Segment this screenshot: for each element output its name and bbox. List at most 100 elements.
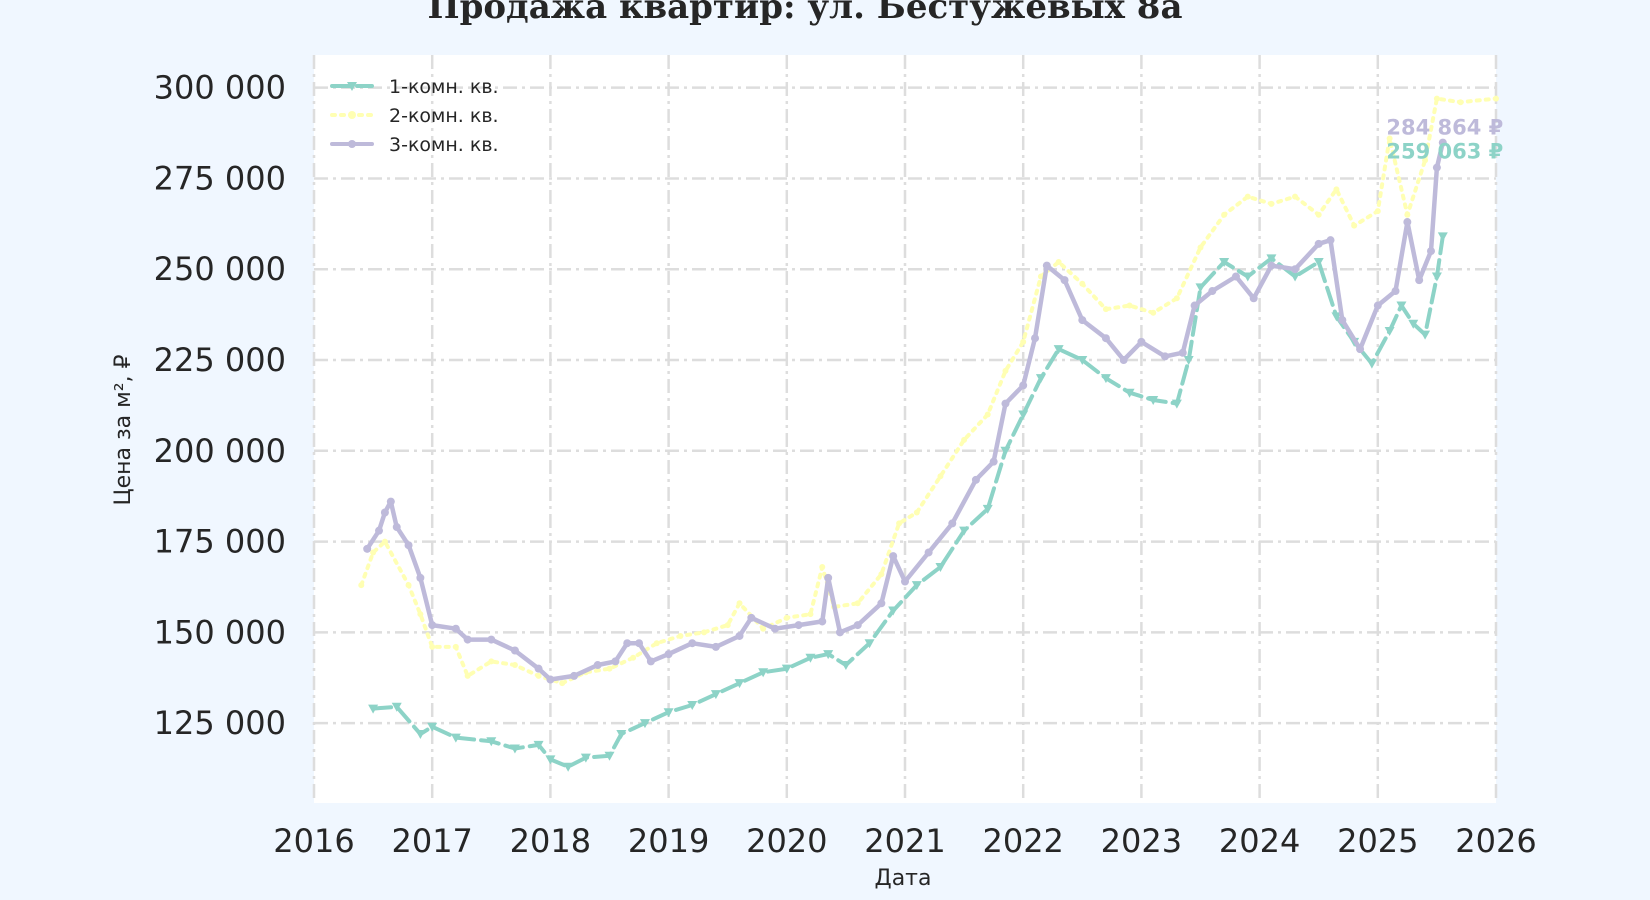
legend: 1-комн. кв. 2-комн. кв. 3-комн. кв.: [330, 76, 499, 156]
x-tick-label: 2020: [746, 822, 827, 860]
data-point: [736, 600, 743, 607]
data-point: [1326, 236, 1335, 245]
y-tick-label: 175 000: [154, 523, 286, 561]
data-point: [1290, 272, 1301, 282]
data-point: [1315, 211, 1322, 218]
data-point: [1415, 276, 1424, 285]
data-point: [1351, 222, 1358, 229]
data-point: [511, 662, 518, 669]
x-tick-label: 2017: [391, 822, 472, 860]
data-point: [380, 508, 389, 517]
data-point: [1173, 295, 1180, 302]
data-point: [1291, 265, 1300, 274]
data-point: [630, 654, 637, 661]
data-point: [758, 668, 769, 678]
legend-label: 3-комн. кв.: [389, 134, 499, 156]
data-point: [611, 657, 620, 666]
legend-label: 1-комн. кв.: [389, 76, 499, 98]
data-point: [392, 523, 401, 532]
data-point: [363, 544, 372, 553]
data-point: [533, 740, 544, 750]
data-point: [1313, 257, 1324, 267]
x-tick-label: 2016: [273, 822, 354, 860]
data-point: [1314, 239, 1323, 248]
data-point: [1331, 312, 1342, 322]
data-point: [1384, 326, 1395, 336]
data-point: [1035, 374, 1046, 384]
data-point: [623, 639, 632, 648]
x-tick-label: 2021: [864, 822, 945, 860]
data-point: [559, 680, 566, 687]
data-point: [711, 642, 720, 651]
data-point: [427, 722, 438, 732]
data-point: [464, 672, 471, 679]
data-point: [416, 573, 425, 582]
data-point: [1432, 163, 1441, 172]
data-point: [677, 632, 684, 639]
data-point: [580, 753, 591, 763]
data-point: [1242, 272, 1253, 282]
data-point: [1183, 356, 1194, 366]
data-point: [781, 664, 792, 674]
data-point: [937, 473, 944, 480]
data-point: [1078, 316, 1087, 325]
y-axis-label: Цена за м², ₽: [111, 354, 136, 505]
data-point: [818, 617, 827, 626]
data-point: [1386, 135, 1393, 142]
data-point: [510, 646, 519, 655]
x-axis-label: Дата: [875, 866, 932, 891]
data-point: [1031, 334, 1040, 343]
data-point: [1178, 348, 1187, 357]
data-point: [770, 624, 779, 633]
data-point: [924, 548, 933, 557]
x-tick-label: 2018: [510, 822, 591, 860]
legend-marker: [347, 82, 357, 91]
data-point: [1493, 95, 1499, 102]
data-point: [824, 573, 833, 582]
data-point: [1060, 276, 1069, 285]
data-point: [1171, 399, 1182, 409]
series-line: [364, 140, 1446, 682]
data-point: [1374, 208, 1381, 215]
data-point: [1267, 261, 1276, 270]
data-point: [417, 611, 424, 618]
data-point: [889, 552, 898, 561]
data-point: [404, 541, 413, 550]
data-point: [1137, 337, 1146, 346]
data-point: [1161, 352, 1170, 361]
data-point: [734, 679, 745, 689]
data-point: [451, 624, 460, 633]
legend-marker: [348, 111, 356, 119]
data-point: [381, 538, 388, 545]
data-point: [935, 562, 946, 572]
data-point: [535, 672, 542, 679]
data-point: [646, 657, 655, 666]
data-point: [1020, 338, 1027, 345]
data-point: [358, 582, 365, 589]
data-point: [405, 582, 412, 589]
data-point: [1019, 381, 1028, 390]
data-point: [794, 621, 803, 630]
data-point: [486, 737, 497, 747]
data-point: [1208, 287, 1217, 296]
data-point: [653, 640, 660, 647]
data-point: [663, 708, 674, 718]
data-point: [1190, 301, 1199, 310]
data-point: [368, 704, 379, 714]
data-point: [688, 639, 697, 648]
data-point: [450, 733, 461, 743]
y-tick-label: 250 000: [154, 250, 286, 288]
data-point: [1150, 309, 1157, 316]
data-point: [1433, 95, 1440, 102]
data-point: [1002, 367, 1009, 374]
legend-label: 2-комн. кв.: [389, 105, 499, 127]
data-point: [896, 520, 903, 527]
data-point: [959, 526, 970, 536]
data-point: [913, 509, 920, 516]
data-point: [982, 504, 993, 514]
y-tick-label: 225 000: [154, 341, 286, 379]
data-point: [1373, 301, 1382, 310]
data-point: [1101, 334, 1110, 343]
data-point: [1457, 99, 1464, 106]
data-point: [687, 700, 698, 710]
